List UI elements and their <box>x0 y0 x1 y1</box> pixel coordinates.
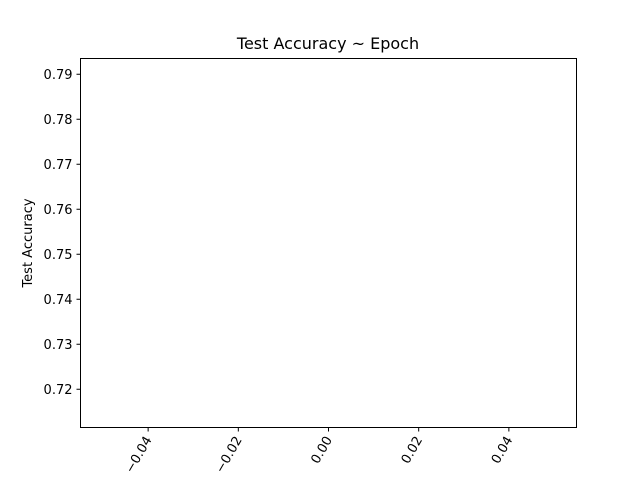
y-tick-label: 0.72 <box>44 383 73 398</box>
x-tick-label: −0.02 <box>213 434 246 476</box>
y-tick-label: 0.78 <box>44 113 73 128</box>
y-tick-label: 0.75 <box>44 248 73 263</box>
y-axis-ticks: 0.72 0.73 0.74 0.75 0.76 0.77 0.78 0.79 <box>44 68 81 398</box>
chart-title: Test Accuracy ~ Epoch <box>236 34 419 53</box>
y-tick-label: 0.77 <box>44 158 73 173</box>
plot-area <box>80 58 577 428</box>
x-tick-label: 0.02 <box>399 434 426 467</box>
x-tick-label: 0.04 <box>489 434 516 467</box>
y-tick-label: 0.73 <box>44 338 73 353</box>
y-tick-label: 0.76 <box>44 203 73 218</box>
x-tick-label: 0.00 <box>308 434 335 467</box>
y-tick-label: 0.74 <box>44 293 73 308</box>
y-tick-label: 0.79 <box>44 68 73 83</box>
x-axis-ticks: −0.04 −0.02 0.00 0.02 0.04 <box>123 427 516 476</box>
x-tick-label: −0.04 <box>123 434 156 476</box>
y-axis-label: Test Accuracy <box>21 198 36 288</box>
